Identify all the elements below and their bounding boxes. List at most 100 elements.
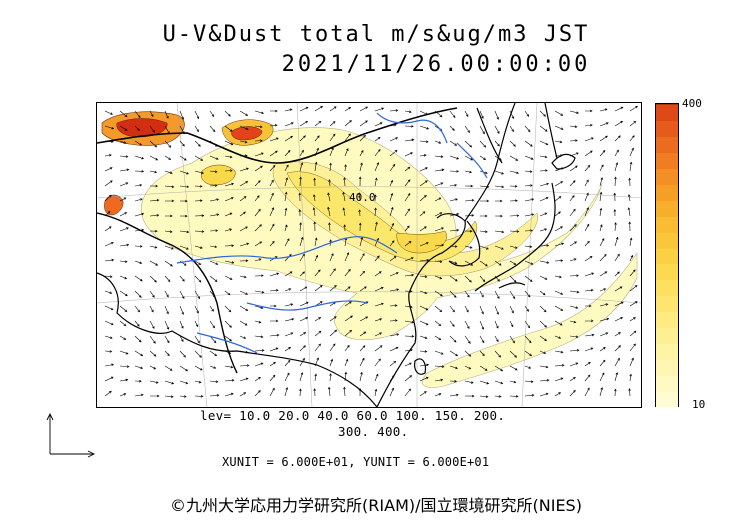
wind-vector-arrow: [284, 177, 289, 187]
wind-vector-arrow: [614, 357, 620, 367]
wind-vector-arrow: [584, 347, 594, 352]
wind-vector-arrow: [599, 347, 606, 352]
wind-vector-arrow: [179, 275, 185, 282]
wind-vector-arrow: [344, 106, 352, 112]
dust-plume-south: [421, 252, 638, 388]
wind-vector-arrow: [270, 304, 277, 308]
wind-vector-arrow: [434, 182, 444, 187]
wind-vector-arrow: [194, 214, 205, 217]
dust-map: 40.0: [96, 102, 642, 408]
wind-vector-arrow: [224, 392, 234, 397]
wind-vector-arrow: [480, 214, 488, 218]
wind-vector-arrow: [449, 198, 458, 202]
rivers: [176, 112, 488, 354]
wind-vector-arrow: [209, 155, 219, 160]
wind-vector-arrow: [329, 358, 333, 367]
wind-vector-arrow: [239, 392, 247, 397]
wind-vector-arrow: [389, 206, 394, 217]
wind-vector-arrow: [584, 124, 593, 127]
wind-vector-arrow: [539, 305, 547, 313]
wind-vector-arrow: [314, 237, 318, 247]
wind-vector-arrow: [194, 155, 204, 161]
wind-vector-arrow: [434, 378, 444, 382]
wind-vector-arrow: [299, 149, 304, 157]
wind-vector-arrow: [179, 110, 184, 120]
border-mongolia: [97, 107, 458, 164]
coastlines-and-borders: [97, 103, 576, 407]
wind-vector-arrow: [134, 198, 143, 202]
wind-vector-arrow: [119, 290, 128, 297]
wind-vector-arrow: [359, 371, 363, 382]
wind-vector-arrow: [224, 335, 232, 342]
wind-vector-arrow: [134, 212, 145, 217]
wind-vector-arrow: [404, 225, 410, 232]
wind-vector-arrow: [134, 290, 142, 298]
wind-vector-arrow: [449, 184, 458, 187]
wind-vector-arrow: [254, 139, 263, 142]
wind-vector-arrow: [104, 125, 115, 130]
wind-vector-arrow: [509, 199, 518, 202]
wind-vector-arrow: [299, 253, 305, 262]
wind-vector-arrow: [419, 242, 429, 247]
wind-vector-arrow: [585, 304, 592, 308]
wind-vector-arrow: [628, 177, 631, 187]
wind-vector-arrow: [179, 214, 188, 218]
wind-vector-arrow: [134, 335, 142, 343]
wind-vector-arrow: [284, 135, 294, 142]
wind-vector-arrow: [494, 230, 505, 234]
wind-vector-arrow: [479, 290, 484, 298]
wind-vector-arrow: [539, 182, 550, 187]
wind-vector-arrow: [284, 332, 294, 337]
reference-vector-icon: [46, 412, 96, 458]
wind-vector-arrow: [614, 222, 617, 232]
wind-vector-arrow: [179, 170, 189, 175]
chart-title: U-V&Dust total m/s&ug/m3 JST: [162, 22, 590, 47]
wind-vector-arrow: [164, 305, 169, 315]
wind-vector-arrow: [419, 376, 429, 382]
wind-vector-arrow: [284, 347, 292, 352]
wind-vector-arrow: [524, 125, 531, 133]
wind-vector-arrow: [569, 389, 576, 397]
wind-vector-arrow: [524, 170, 533, 173]
wind-vector-arrow: [313, 177, 317, 187]
wind-vector-arrow: [539, 244, 550, 247]
wind-vector-arrow: [524, 380, 534, 383]
wind-vector-arrow: [569, 320, 577, 324]
contour-levels-line1: lev= 10.0 20.0 40.0 60.0 100. 150. 200.: [200, 408, 506, 423]
wind-vector-arrow: [374, 332, 383, 337]
wind-vector-arrow: [539, 140, 549, 146]
wind-vector-arrow: [449, 365, 459, 370]
wind-vector-arrow: [358, 209, 361, 217]
wind-vector-arrow: [389, 360, 397, 367]
wind-vector-arrow: [209, 213, 220, 217]
wind-vector-arrow: [464, 320, 470, 330]
wind-vector-arrow: [449, 228, 460, 232]
wind-vector-arrow: [359, 270, 366, 277]
sakhalin: [544, 103, 558, 159]
wind-vector-arrow: [614, 253, 620, 262]
wind-vector-arrow: [509, 320, 514, 328]
wind-vector-arrow: [224, 275, 233, 280]
wind-vector-arrow: [449, 275, 458, 282]
wind-vector-arrow: [209, 365, 217, 369]
wind-vector-arrow: [150, 394, 160, 398]
wind-vector-arrow: [269, 207, 275, 217]
wind-vector-arrow: [584, 240, 590, 247]
wind-vector-arrow: [449, 379, 458, 383]
color-scale-bar: [655, 103, 679, 408]
wind-vector-arrow: [329, 253, 334, 262]
wind-vector-arrow: [134, 125, 140, 131]
dust-source-small-a: [201, 164, 236, 186]
wind-vector-arrow: [209, 170, 218, 173]
wind-vector-arrow: [299, 176, 302, 187]
wind-vector-arrow: [239, 167, 249, 172]
wind-vector-arrow: [509, 110, 515, 120]
wind-vector-arrow: [539, 335, 547, 342]
wind-vector-arrow: [254, 180, 261, 187]
wind-vector-arrow: [329, 343, 336, 352]
wind-vector-arrow: [404, 179, 411, 187]
wind-vector-arrow: [599, 288, 607, 292]
wind-vector-arrow: [299, 271, 305, 277]
wind-vector-arrow: [179, 350, 186, 358]
wind-vector-arrow: [299, 357, 305, 367]
